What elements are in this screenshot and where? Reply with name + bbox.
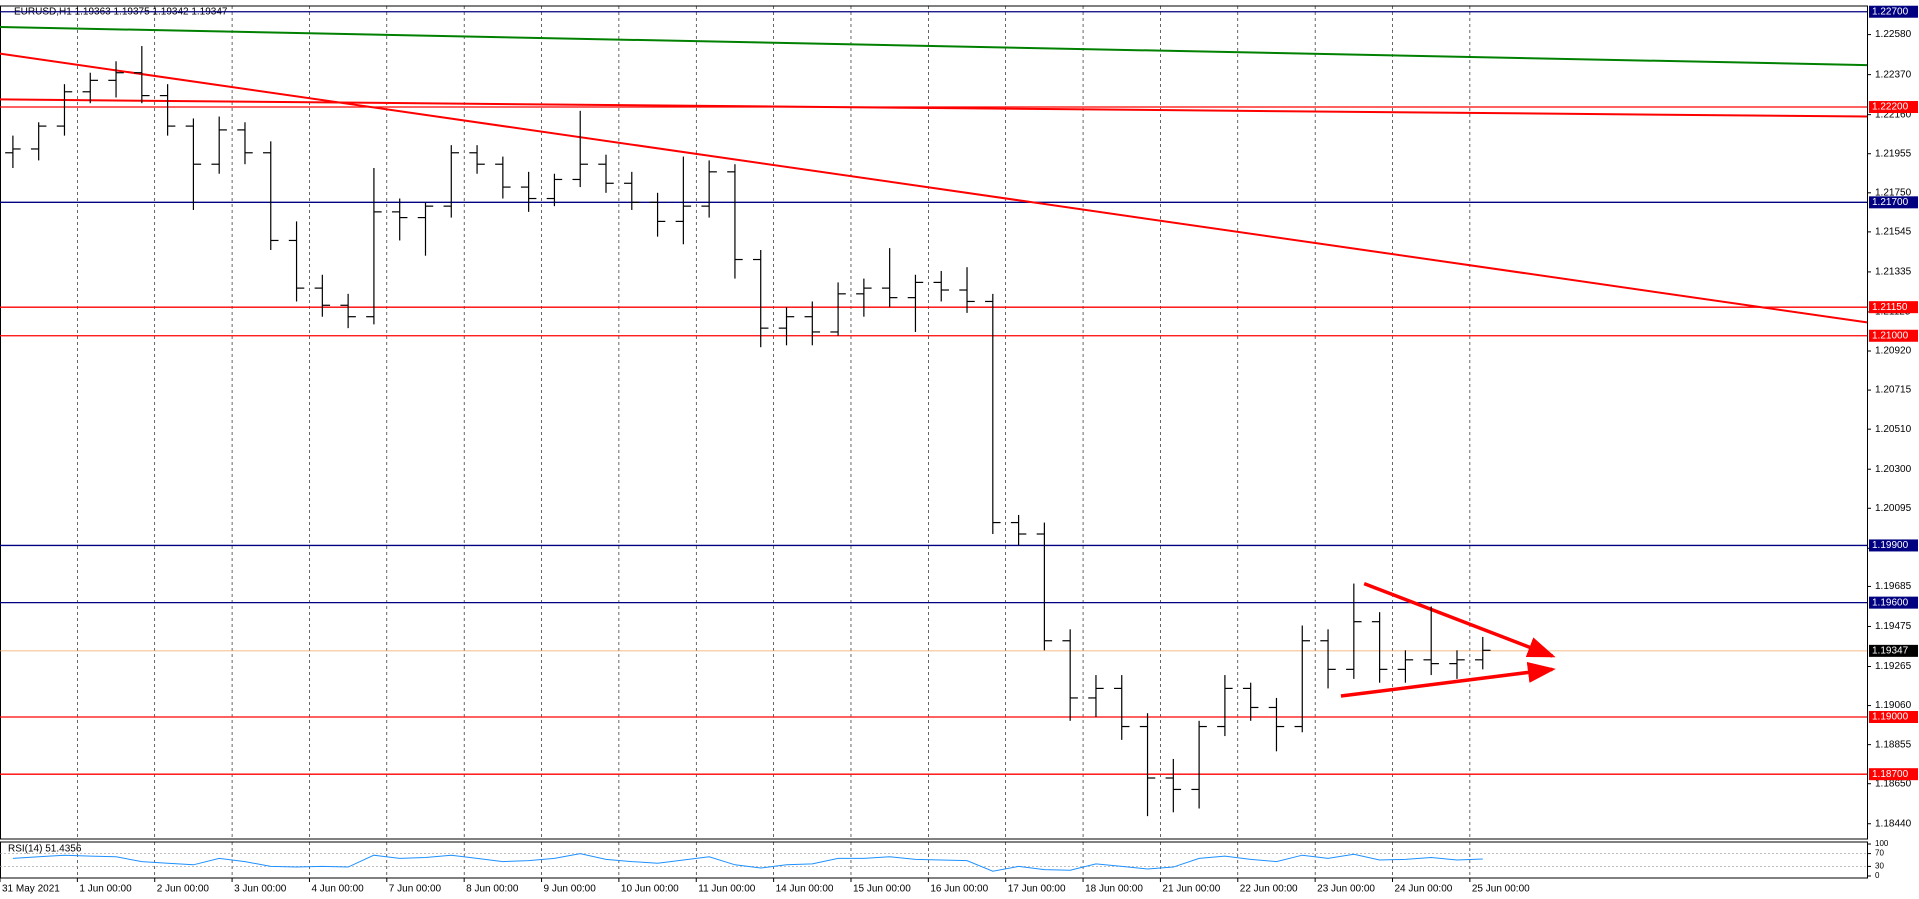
level-label: 1.22700 [1872, 6, 1909, 17]
x-tick-label: 8 Jun 00:00 [466, 884, 519, 895]
level-tag [1869, 5, 1918, 18]
level-label: 1.19600 [1872, 597, 1909, 608]
level-label: 1.18700 [1872, 769, 1909, 780]
y-tick-label: 1.22580 [1875, 29, 1912, 40]
level-label: 1.21000 [1872, 330, 1909, 341]
x-tick-label: 1 Jun 00:00 [79, 884, 132, 895]
x-tick-label: 15 Jun 00:00 [853, 884, 911, 895]
y-tick-label: 1.21750 [1875, 187, 1912, 198]
rsi-tick-label: 30 [1875, 862, 1884, 871]
y-tick-label: 1.20300 [1875, 464, 1912, 475]
y-tick-label: 1.19265 [1875, 661, 1912, 672]
arrow [1363, 581, 1556, 658]
y-tick-label: 1.20510 [1875, 424, 1912, 435]
level-tag [1869, 329, 1918, 342]
level-label: 1.21150 [1872, 302, 1908, 313]
level-tag [1869, 196, 1918, 209]
rsi-line [12, 853, 1483, 872]
x-tick-label: 7 Jun 00:00 [389, 884, 442, 895]
y-tick-label: 1.20920 [1875, 346, 1912, 357]
y-tick-label: 1.22370 [1875, 69, 1912, 80]
rsi-tick-label: 100 [1875, 839, 1889, 848]
y-tick-label: 1.19060 [1875, 700, 1912, 711]
x-tick-label: 24 Jun 00:00 [1395, 884, 1453, 895]
x-tick-label: 10 Jun 00:00 [621, 884, 679, 895]
y-tick-label: 1.20715 [1875, 385, 1912, 396]
price-label: 1.19347 [1872, 646, 1909, 657]
x-tick-label: 31 May 2021 [2, 884, 60, 895]
plot-frame [0, 5, 1868, 840]
y-tick-label: 1.22160 [1875, 109, 1912, 120]
y-tick-label: 1.18440 [1875, 818, 1912, 829]
x-tick-label: 4 Jun 00:00 [311, 884, 364, 895]
trendline [0, 25, 1868, 67]
level-tag [1869, 301, 1918, 314]
y-tick-label: 1.19685 [1875, 581, 1912, 592]
price-tag [1869, 644, 1918, 657]
x-tick-label: 21 Jun 00:00 [1162, 884, 1220, 895]
y-tick-label: 1.21545 [1875, 227, 1912, 238]
y-tick-label: 1.21335 [1875, 267, 1912, 278]
y-tick-label: 1.20095 [1875, 503, 1912, 514]
x-tick-label: 18 Jun 00:00 [1085, 884, 1143, 895]
y-tick-label: 1.19475 [1875, 621, 1912, 632]
level-tag [1869, 596, 1918, 609]
level-label: 1.22200 [1872, 102, 1909, 113]
level-tag [1869, 101, 1918, 114]
rsi-tick-label: 70 [1875, 849, 1884, 858]
x-tick-label: 25 Jun 00:00 [1472, 884, 1530, 895]
level-tag [1869, 539, 1918, 552]
rsi-title: RSI(14) 51.4356 [8, 844, 82, 855]
level-label: 1.19900 [1872, 540, 1909, 551]
arrow [1340, 662, 1556, 698]
x-tick-label: 14 Jun 00:00 [776, 884, 834, 895]
trendline [0, 98, 1868, 118]
x-tick-label: 16 Jun 00:00 [930, 884, 988, 895]
y-tick-label: 1.21955 [1875, 148, 1912, 159]
level-label: 1.19000 [1872, 712, 1909, 723]
level-tag [1869, 768, 1918, 781]
level-tag [1869, 711, 1918, 724]
y-tick-label: 1.18855 [1875, 739, 1912, 750]
x-tick-label: 2 Jun 00:00 [157, 884, 210, 895]
x-tick-label: 22 Jun 00:00 [1240, 884, 1298, 895]
x-tick-label: 17 Jun 00:00 [1008, 884, 1066, 895]
y-tick-label: 1.18650 [1875, 778, 1912, 789]
trendline [0, 52, 1868, 324]
x-tick-label: 11 Jun 00:00 [698, 884, 756, 895]
x-tick-label: 23 Jun 00:00 [1317, 884, 1375, 895]
x-tick-label: 3 Jun 00:00 [234, 884, 287, 895]
x-tick-label: 9 Jun 00:00 [544, 884, 597, 895]
rsi-frame [0, 841, 1868, 879]
rsi-tick-label: 0 [1875, 871, 1880, 880]
level-label: 1.21700 [1872, 197, 1909, 208]
